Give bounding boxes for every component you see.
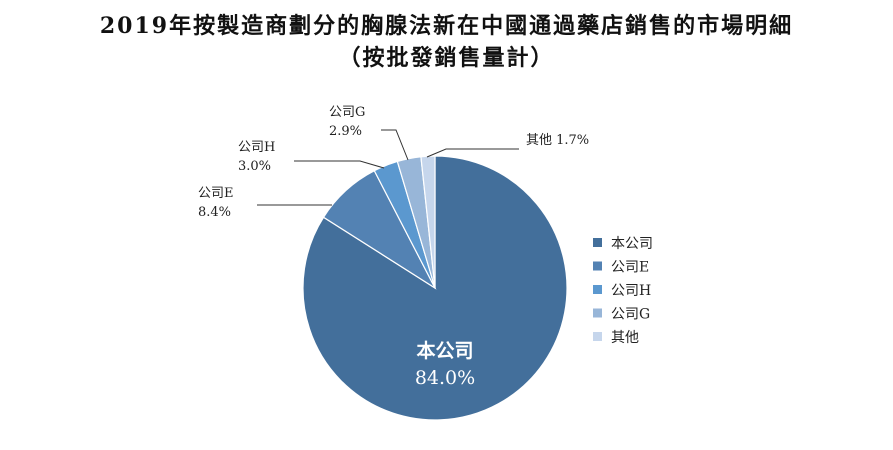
pie-slices bbox=[302, 155, 568, 421]
leader-lines bbox=[257, 129, 519, 206]
slice-label-2: 公司H bbox=[238, 140, 275, 155]
slice-label-0: 本公司 bbox=[416, 339, 473, 362]
legend-label-0: 本公司 bbox=[611, 236, 653, 252]
leader-line-2 bbox=[294, 160, 385, 169]
slice-value-2: 3.0% bbox=[238, 159, 271, 174]
legend-swatch-0 bbox=[593, 238, 602, 247]
leader-line-4 bbox=[426, 148, 519, 158]
slice-label-3: 公司G bbox=[329, 105, 365, 120]
chart-subtitle: （按批發銷售量計） bbox=[338, 45, 555, 71]
slice-labels: 本公司 84.0% 公司E 8.4% 公司H 3.0% 公司G 2.9% 其他 1.7% bbox=[198, 105, 589, 389]
legend-label-3: 公司G bbox=[611, 307, 650, 323]
slice-label-4: 其他 1.7% bbox=[526, 133, 589, 148]
legend-label-4: 其他 bbox=[611, 330, 639, 346]
chart-title: 2019年按製造商劃分的胸腺法新在中國通過藥店銷售的市場明細 bbox=[99, 13, 794, 39]
slice-value-1: 8.4% bbox=[198, 205, 231, 220]
legend-swatch-4 bbox=[593, 332, 602, 341]
slice-label-1: 公司E bbox=[198, 186, 234, 201]
leader-line-3 bbox=[381, 129, 409, 161]
legend-swatch-2 bbox=[593, 285, 602, 294]
pie-slice-0 bbox=[302, 155, 568, 421]
slice-value-3: 2.9% bbox=[329, 124, 362, 139]
legend-label-1: 公司E bbox=[611, 260, 649, 276]
legend-swatch-1 bbox=[593, 261, 602, 271]
slice-value-0: 84.0% bbox=[415, 367, 475, 389]
legend-label-2: 公司H bbox=[611, 283, 651, 299]
legend-swatch-3 bbox=[593, 308, 602, 318]
